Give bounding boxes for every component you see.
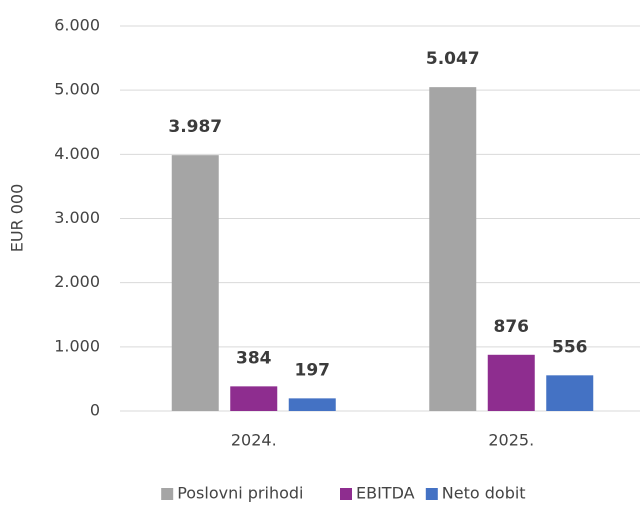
y-tick-label: 4.000 — [54, 144, 100, 163]
y-tick-label: 0 — [90, 401, 100, 420]
legend-label: Neto dobit — [442, 484, 526, 503]
value-label: 197 — [295, 360, 331, 380]
bar — [487, 354, 535, 411]
value-label: 3.987 — [168, 117, 222, 137]
value-label: 384 — [236, 348, 272, 368]
bar — [171, 155, 219, 411]
y-tick-label: 3.000 — [54, 208, 100, 227]
legend-label: Poslovni prihodi — [177, 484, 303, 503]
y-tick-label: 1.000 — [54, 336, 100, 355]
x-tick-label: 2024. — [231, 431, 277, 450]
y-tick-label: 5.000 — [54, 80, 100, 99]
value-label: 876 — [494, 317, 530, 337]
bar — [230, 386, 278, 411]
bar — [429, 87, 477, 412]
value-label: 5.047 — [426, 49, 480, 69]
value-label: 556 — [552, 337, 588, 357]
y-tick-label: 2.000 — [54, 272, 100, 291]
bar — [288, 398, 336, 411]
y-axis-label: EUR 000 — [8, 184, 27, 253]
legend-label: EBITDA — [356, 484, 415, 503]
bar — [546, 375, 594, 411]
y-tick-label: 6.000 — [54, 16, 100, 35]
legend-swatch — [425, 488, 438, 500]
legend-swatch — [340, 488, 352, 500]
x-tick-label: 2025. — [488, 431, 534, 450]
legend-swatch — [161, 488, 174, 500]
